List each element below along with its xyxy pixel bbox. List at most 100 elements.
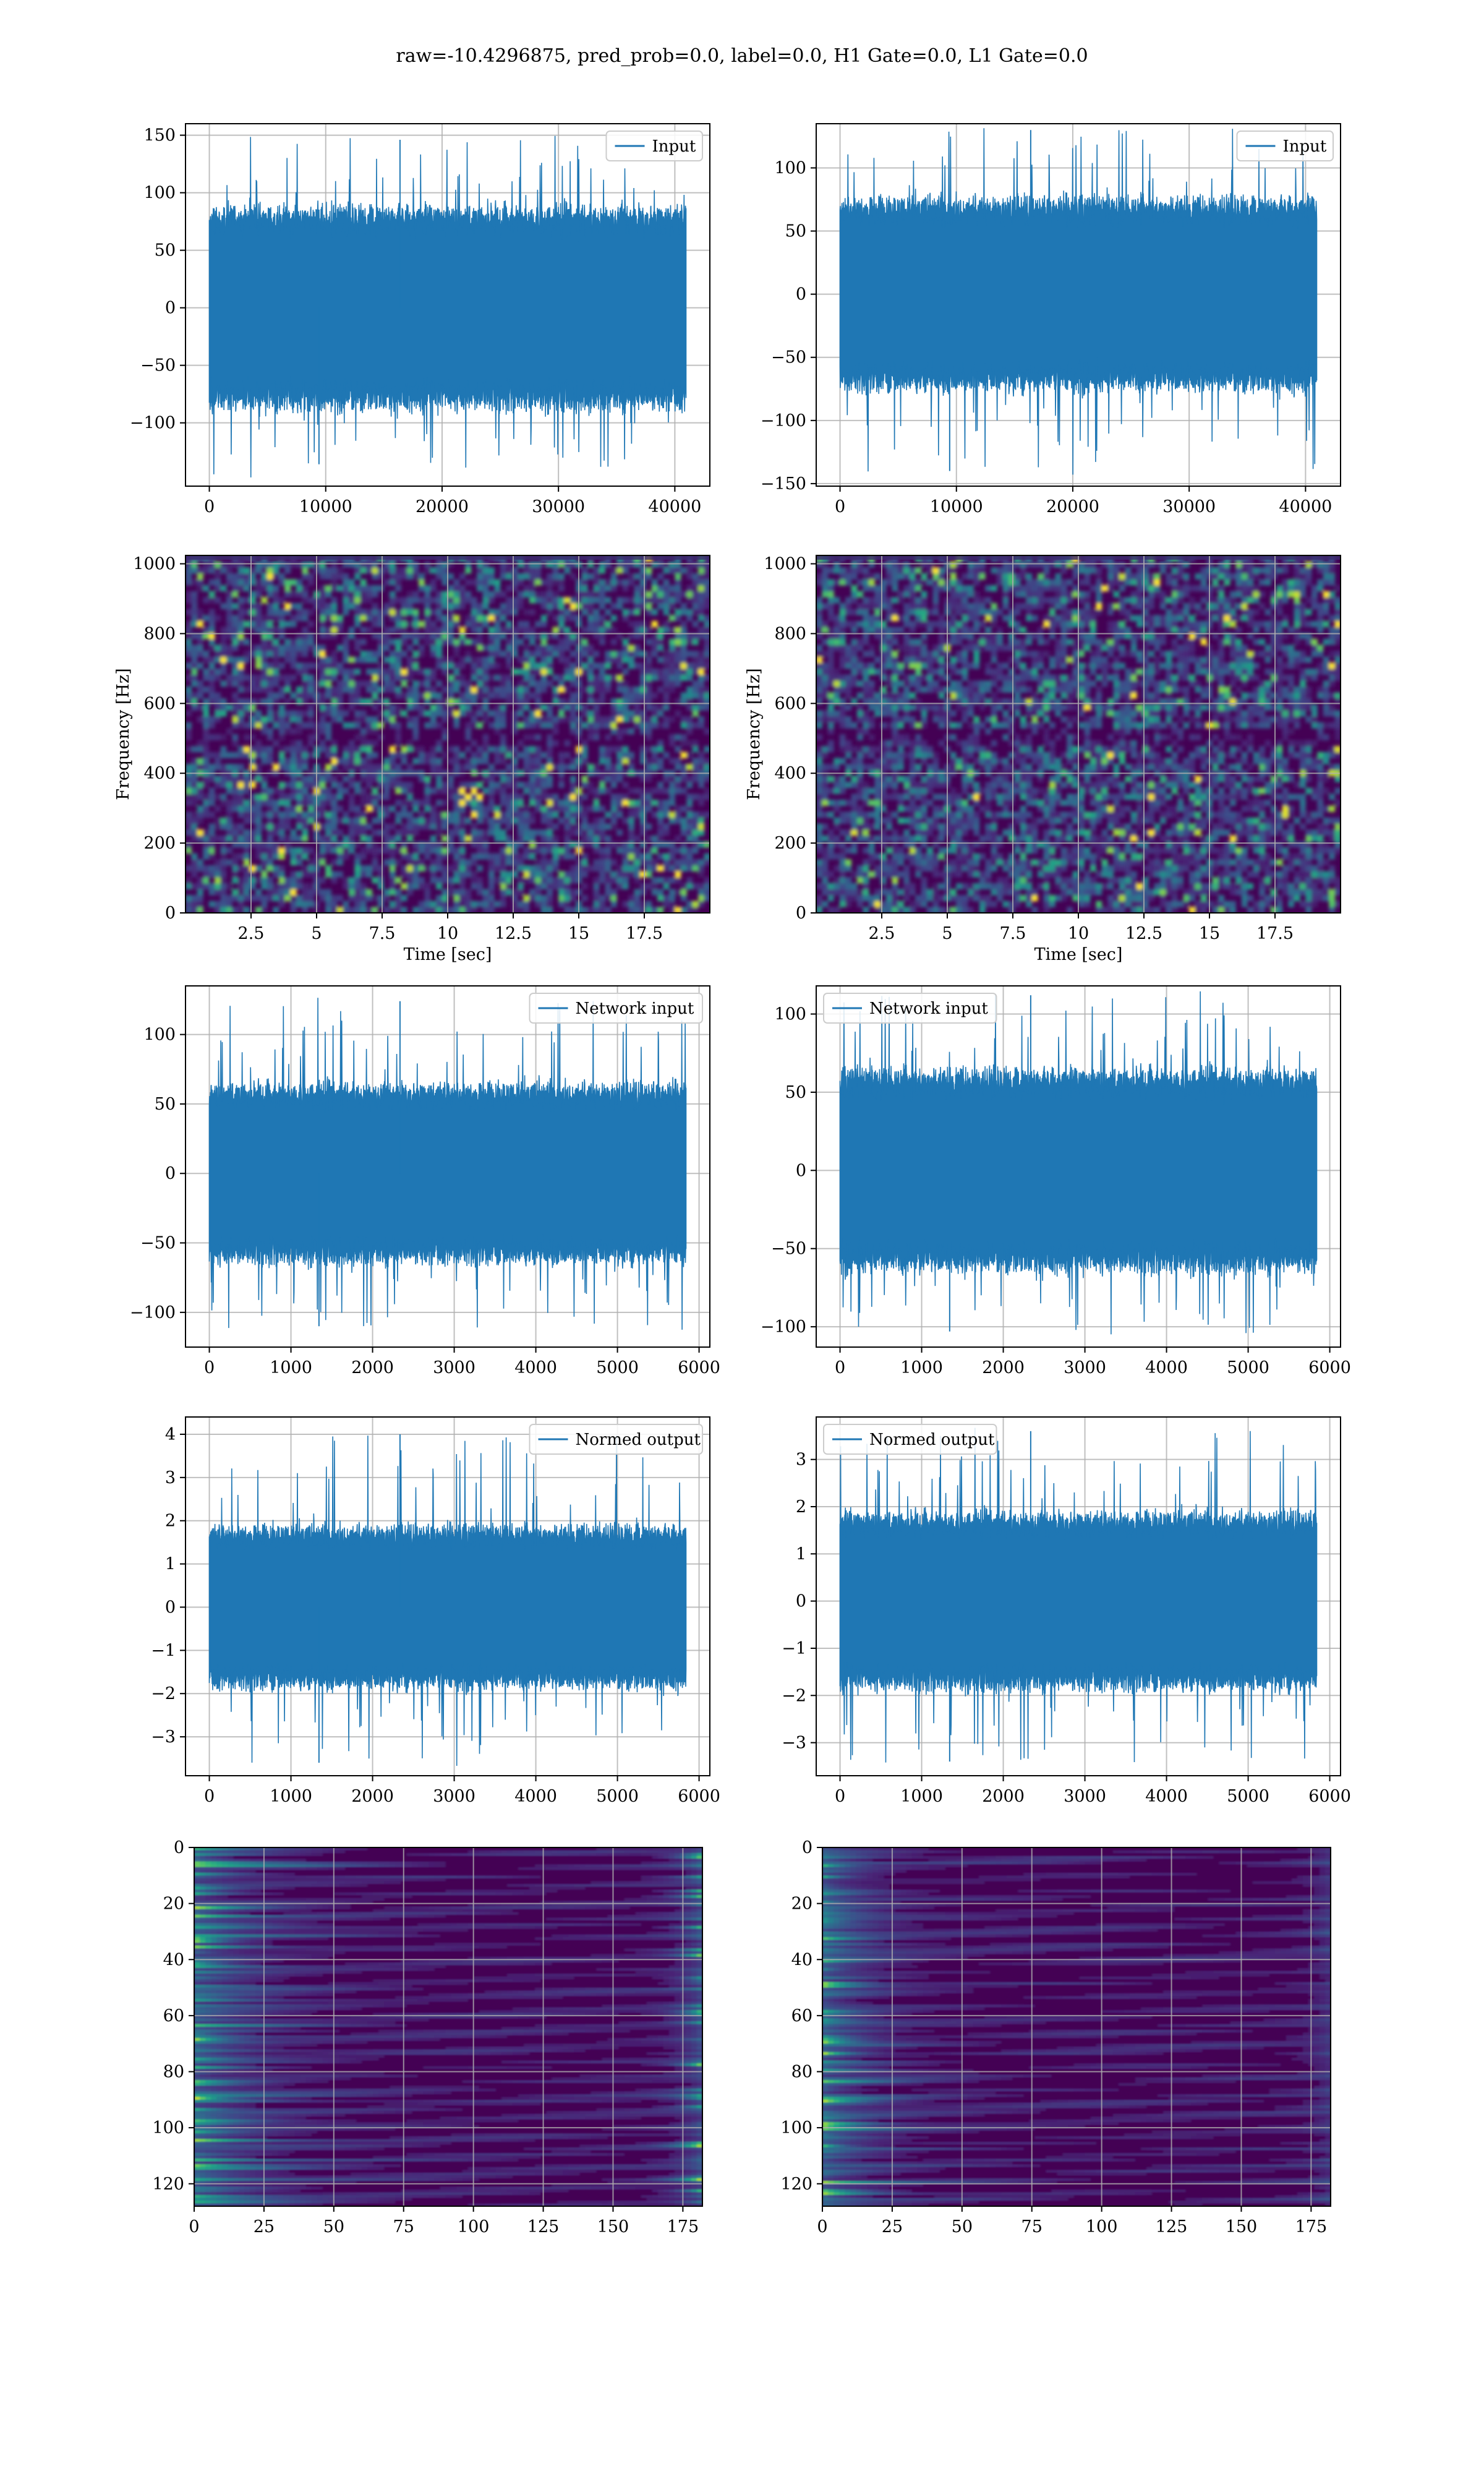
y-tick-label: 400 [774,764,806,783]
y-tick-label: −2 [151,1684,176,1703]
x-tick-label: 10 [1068,924,1089,943]
x-tick-label: 12.5 [495,924,532,943]
y-tick-label: 100 [780,2118,812,2138]
y-tick-label: 0 [165,1164,176,1183]
panel-spec_l1: 2.5 5 7.5 10 12.5 15 17.5 0 200 400 600 800 1000 Time… [744,555,1341,964]
x-tick-label: 12.5 [1125,924,1162,943]
panel-spec_h1: 2.5 5 7.5 10 12.5 15 17.5 0 200 400 600 800 1000 Time… [114,555,710,964]
x-tick-label: 7.5 [369,924,396,943]
x-tick-label: 5 [942,924,952,943]
y-tick-label: 800 [774,624,806,643]
y-tick-label: 4 [165,1425,176,1444]
x-tick-label: 10000 [930,497,983,516]
legend-label: Normed output [576,1431,701,1449]
y-tick-label: −50 [140,1234,176,1253]
y-tick-label: 0 [165,1598,176,1617]
legend-label: Network input [576,999,694,1018]
y-tick-label: 400 [143,764,176,783]
series-line-input_l1 [839,128,1318,475]
x-tick-label: 15 [1199,924,1220,943]
x-tick-label: 25 [882,2217,903,2236]
x-tick-label: 30000 [532,497,585,516]
x-tick-label: 0 [835,1358,845,1377]
y-tick-label: 0 [796,1161,806,1180]
x-tick-label: 1000 [900,1358,943,1377]
x-tick-label: 0 [817,2217,827,2236]
axes-frame [185,985,710,1348]
series-line-input_h1 [208,135,687,477]
x-tick-label: 5000 [1227,1358,1269,1377]
x-tick-label: 17.5 [1256,924,1294,943]
y-tick-label: 100 [774,158,806,178]
axes-frame [816,1416,1341,1776]
x-tick-label: 1000 [900,1787,943,1806]
y-tick-label: 100 [152,2118,184,2138]
y-tick-label: 20 [791,1894,812,1914]
y-tick-label: 0 [796,1592,806,1611]
y-tick-label: −100 [761,411,806,430]
x-tick-label: 125 [1156,2217,1188,2236]
y-tick-label: 1000 [133,555,176,574]
x-tick-label: 15 [568,924,589,943]
x-tick-label: 6000 [678,1358,720,1377]
x-tick-label: 2000 [351,1787,394,1806]
x-tick-label: 75 [393,2217,414,2236]
series-line-net_l1 [839,991,1318,1335]
x-tick-label: 3000 [1064,1787,1106,1806]
heatmap-cells [194,1847,703,2207]
y-tick-label: 0 [165,904,176,923]
y-tick-label: 60 [163,2006,184,2026]
x-tick-label: 100 [1086,2217,1118,2236]
x-tick-label: 100 [458,2217,490,2236]
x-tick-label: 0 [204,497,215,516]
y-tick-label: 0 [802,1838,812,1857]
heatmap-cells [186,555,710,914]
x-tick-label: 3000 [1064,1358,1106,1377]
y-tick-label: 3 [165,1468,176,1487]
y-tick-label: 0 [174,1838,184,1857]
y-tick-label: 200 [774,834,806,853]
x-tick-label: 125 [527,2217,560,2236]
y-axis-label: Frequency [Hz] [744,668,764,800]
panel-feat_h1: 0 25 50 75 100 125 150 175 0 20 40 60 80 100 120 [152,1838,703,2236]
y-tick-label: 2 [165,1512,176,1531]
y-tick-label: 80 [791,2063,812,2082]
y-tick-label: 50 [155,1095,176,1114]
x-tick-label: 5 [311,924,322,943]
y-tick-label: 1000 [764,555,806,574]
x-tick-label: 2000 [982,1358,1025,1377]
x-tick-label: 6000 [1308,1787,1351,1806]
y-tick-label: 20 [163,1894,184,1914]
y-tick-label: 120 [780,2175,812,2194]
x-axis-label: Time [sec] [1034,945,1123,964]
figure-suptitle: raw=-10.4296875, pred_prob=0.0, label=0.… [396,45,1088,67]
legend-label: Normed output [869,1431,995,1449]
legend: Network input [529,993,703,1024]
y-tick-label: 600 [774,694,806,713]
x-tick-label: 150 [1226,2217,1258,2236]
y-tick-label: 100 [143,184,176,203]
x-tick-label: 150 [597,2217,629,2236]
panel-net_l1: 0 1000 2000 3000 4000 5000 6000 −100 −50 0 50 100 Ne… [761,985,1351,1377]
y-tick-label: −3 [151,1727,176,1747]
legend: Input [605,131,703,161]
x-tick-label: 6000 [1308,1358,1351,1377]
legend: Normed output [823,1424,997,1455]
y-tick-label: −3 [782,1734,806,1753]
y-tick-label: −50 [771,348,806,367]
legend-label: Network input [869,999,988,1018]
y-tick-label: 200 [143,834,176,853]
y-tick-label: −50 [140,356,176,375]
x-tick-label: 6000 [678,1787,720,1806]
x-tick-label: 4000 [1145,1358,1188,1377]
panel-net_h1: 0 1000 2000 3000 4000 5000 6000 −100 −50 0 50 100 Ne… [130,985,720,1377]
x-tick-label: 3000 [433,1787,475,1806]
x-tick-label: 4000 [514,1358,557,1377]
x-tick-label: 175 [667,2217,699,2236]
x-tick-label: 17.5 [626,924,663,943]
x-tick-label: 2000 [982,1787,1025,1806]
y-tick-label: 60 [791,2006,812,2026]
x-tick-label: 5000 [1227,1787,1269,1806]
axes-frame [194,1847,703,2207]
x-tick-label: 25 [254,2217,275,2236]
